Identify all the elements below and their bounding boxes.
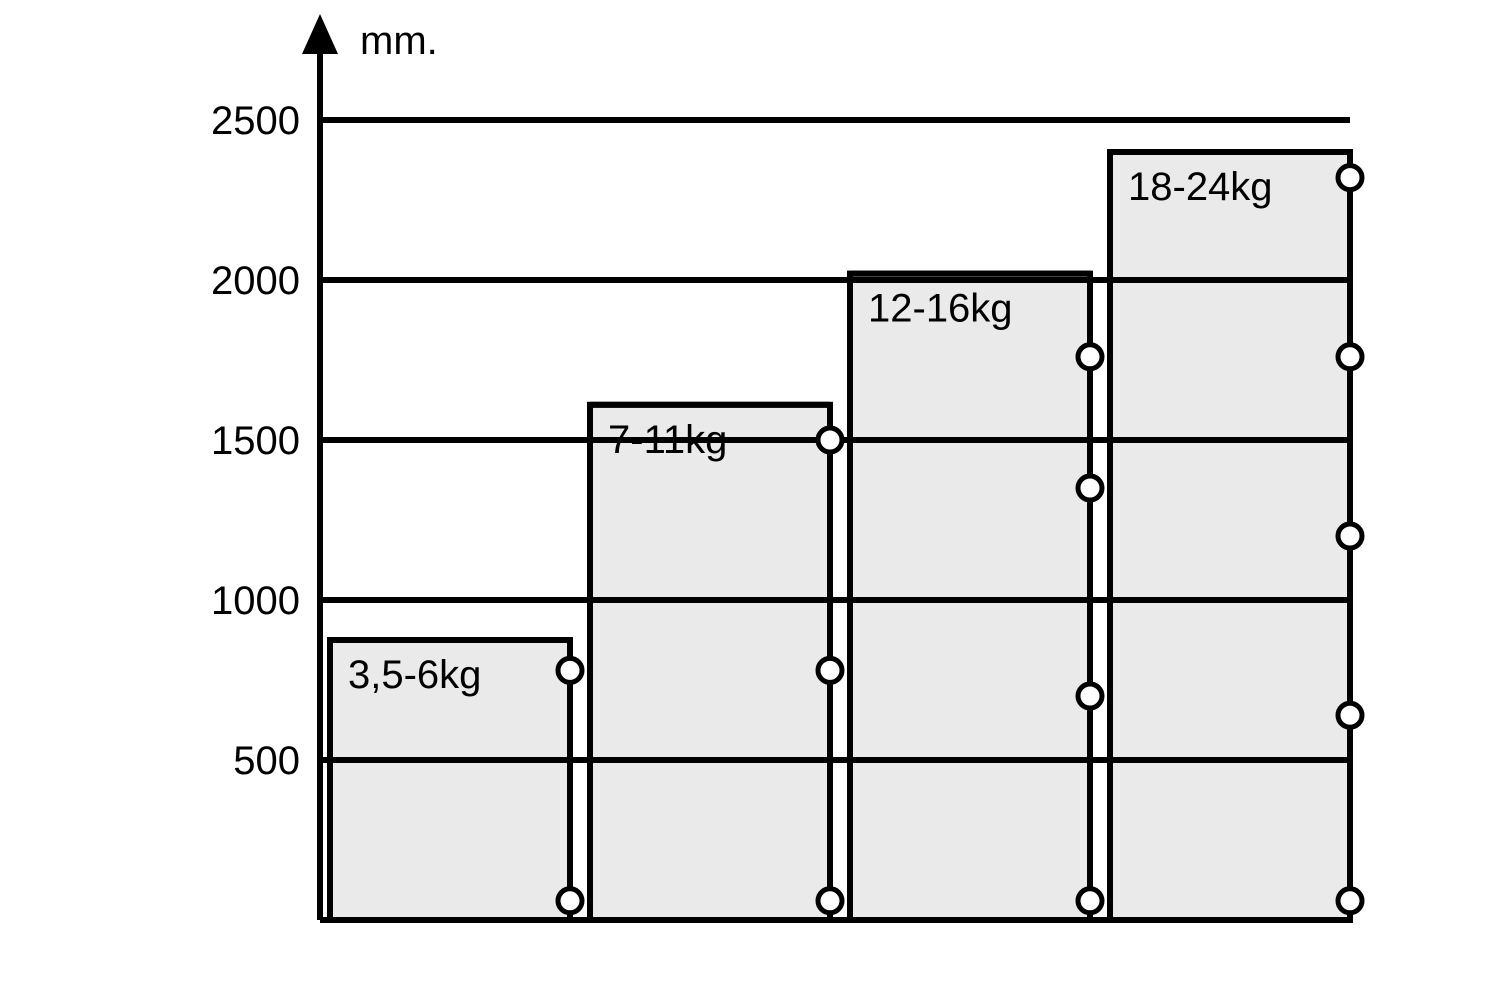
marker-circle — [818, 658, 842, 682]
marker-circle — [1338, 524, 1362, 548]
bar — [850, 274, 1090, 920]
bar — [590, 405, 830, 920]
y-tick-label: 500 — [233, 739, 300, 783]
marker-circle — [1078, 889, 1102, 913]
marker-circle — [818, 889, 842, 913]
unit-label: mm. — [360, 19, 438, 63]
bar-label: 18-24kg — [1128, 165, 1273, 209]
bar-chart-svg: 3,5-6kg 7-11kg 12-16kg 18-24kg 500 1000 1500 20… — [0, 0, 1500, 1000]
marker-circle — [1078, 345, 1102, 369]
marker-circle — [1338, 166, 1362, 190]
y-tick-label: 2000 — [211, 259, 300, 303]
marker-circle — [1338, 345, 1362, 369]
bar-label: 12-16kg — [868, 287, 1013, 331]
marker-circle — [558, 889, 582, 913]
marker-circle — [818, 428, 842, 452]
marker-circle — [1078, 476, 1102, 500]
bar-label: 7-11kg — [608, 418, 727, 462]
y-tick-label: 1500 — [211, 419, 300, 463]
chart-container: 3,5-6kg 7-11kg 12-16kg 18-24kg 500 1000 1500 20… — [0, 0, 1500, 1000]
marker-circle — [1338, 703, 1362, 727]
marker-circle — [1338, 889, 1362, 913]
y-tick-label: 1000 — [211, 579, 300, 623]
bar-label: 3,5-6kg — [348, 653, 481, 697]
bar — [1110, 152, 1350, 920]
y-tick-label: 2500 — [211, 99, 300, 143]
marker-circle — [558, 658, 582, 682]
marker-circle — [1078, 684, 1102, 708]
